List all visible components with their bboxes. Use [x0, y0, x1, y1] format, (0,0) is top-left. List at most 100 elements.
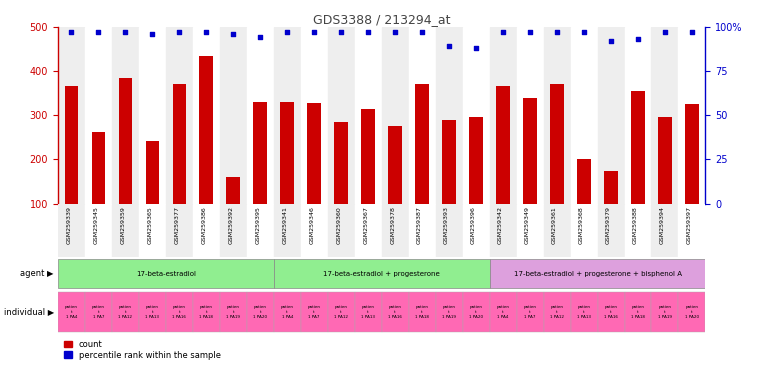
- Text: patien
t
1 PA12: patien t 1 PA12: [334, 305, 348, 319]
- Bar: [301, 27, 328, 204]
- Point: [362, 29, 374, 35]
- Bar: [409, 204, 436, 257]
- FancyBboxPatch shape: [139, 292, 166, 332]
- Bar: [220, 27, 247, 204]
- Text: patien
t
1 PA4: patien t 1 PA4: [497, 305, 510, 319]
- Text: patien
t
1 PA7: patien t 1 PA7: [524, 305, 537, 319]
- Bar: [544, 204, 571, 257]
- FancyBboxPatch shape: [651, 292, 678, 332]
- Text: GSM259349: GSM259349: [525, 206, 530, 244]
- Text: patien
t
1 PA18: patien t 1 PA18: [415, 305, 429, 319]
- Bar: [436, 27, 463, 204]
- Bar: [571, 27, 598, 204]
- Point: [497, 29, 509, 35]
- Bar: [85, 27, 112, 204]
- Bar: [490, 204, 517, 257]
- Bar: [362, 109, 375, 248]
- FancyBboxPatch shape: [490, 292, 517, 332]
- Point: [443, 43, 455, 50]
- Bar: [92, 132, 105, 248]
- Bar: [409, 27, 436, 204]
- Bar: [389, 126, 402, 248]
- Text: GSM259386: GSM259386: [201, 206, 207, 244]
- Text: GSM259341: GSM259341: [282, 206, 287, 244]
- Text: GSM259339: GSM259339: [66, 206, 71, 244]
- Point: [254, 35, 266, 41]
- Bar: [490, 27, 517, 204]
- Text: GSM259395: GSM259395: [255, 206, 260, 244]
- Bar: [166, 27, 193, 204]
- Bar: [443, 121, 456, 248]
- Bar: [58, 204, 85, 257]
- Bar: [497, 86, 510, 248]
- Legend: count, percentile rank within the sample: count, percentile rank within the sample: [62, 338, 222, 361]
- Point: [604, 38, 617, 44]
- Bar: [651, 27, 678, 204]
- Text: GSM259359: GSM259359: [120, 206, 125, 244]
- Text: GSM259367: GSM259367: [363, 206, 368, 244]
- Text: patien
t
1 PA19: patien t 1 PA19: [226, 305, 241, 319]
- Text: GSM259361: GSM259361: [552, 206, 557, 244]
- Point: [631, 36, 644, 42]
- Point: [577, 29, 590, 35]
- Text: patien
t
1 PA18: patien t 1 PA18: [199, 305, 214, 319]
- Point: [685, 29, 698, 35]
- Point: [200, 29, 212, 35]
- Text: 17-beta-estradiol + progesterone: 17-beta-estradiol + progesterone: [323, 271, 440, 276]
- Bar: [355, 204, 382, 257]
- Text: individual ▶: individual ▶: [4, 308, 54, 316]
- Text: GSM259394: GSM259394: [660, 206, 665, 244]
- Text: GSM259397: GSM259397: [687, 206, 692, 244]
- Text: GSM259387: GSM259387: [417, 206, 423, 244]
- Bar: [119, 78, 132, 248]
- Text: patien
t
1 PA4: patien t 1 PA4: [65, 305, 78, 319]
- Bar: [463, 27, 490, 204]
- Bar: [524, 98, 537, 248]
- Point: [308, 29, 320, 35]
- Bar: [254, 102, 267, 248]
- Bar: [625, 27, 651, 204]
- FancyBboxPatch shape: [112, 292, 139, 332]
- FancyBboxPatch shape: [220, 292, 247, 332]
- FancyBboxPatch shape: [678, 292, 705, 332]
- Bar: [651, 204, 678, 257]
- Bar: [200, 56, 213, 248]
- FancyBboxPatch shape: [409, 292, 436, 332]
- FancyBboxPatch shape: [274, 292, 301, 332]
- Text: GSM259388: GSM259388: [633, 206, 638, 244]
- Bar: [65, 86, 78, 248]
- Bar: [58, 27, 85, 204]
- Point: [658, 29, 671, 35]
- Text: GSM259365: GSM259365: [147, 206, 152, 244]
- Text: GSM259378: GSM259378: [390, 206, 395, 244]
- Text: GSM259393: GSM259393: [444, 206, 449, 244]
- Text: patien
t
1 PA18: patien t 1 PA18: [631, 305, 645, 319]
- Point: [146, 31, 158, 37]
- Bar: [571, 204, 598, 257]
- Text: GSM259396: GSM259396: [471, 206, 476, 244]
- Text: GSM259346: GSM259346: [309, 206, 315, 244]
- Text: patien
t
1 PA16: patien t 1 PA16: [604, 305, 618, 319]
- Text: 17-beta-estradiol: 17-beta-estradiol: [136, 271, 196, 276]
- Bar: [524, 98, 537, 248]
- Bar: [463, 204, 490, 257]
- FancyBboxPatch shape: [301, 292, 328, 332]
- Text: GSM259379: GSM259379: [606, 206, 611, 244]
- Bar: [227, 177, 240, 248]
- Text: patien
t
1 PA7: patien t 1 PA7: [308, 305, 321, 319]
- Bar: [416, 84, 429, 248]
- Point: [416, 29, 428, 35]
- Text: agent ▶: agent ▶: [21, 269, 54, 278]
- Text: patien
t
1 PA20: patien t 1 PA20: [253, 305, 268, 319]
- Bar: [685, 104, 699, 248]
- FancyBboxPatch shape: [517, 292, 544, 332]
- Point: [281, 29, 293, 35]
- Bar: [112, 204, 139, 257]
- Bar: [173, 84, 186, 248]
- Bar: [274, 204, 301, 257]
- Text: patien
t
1 PA20: patien t 1 PA20: [469, 305, 483, 319]
- Bar: [577, 159, 591, 248]
- Bar: [193, 27, 220, 204]
- Point: [65, 29, 77, 35]
- Bar: [382, 204, 409, 257]
